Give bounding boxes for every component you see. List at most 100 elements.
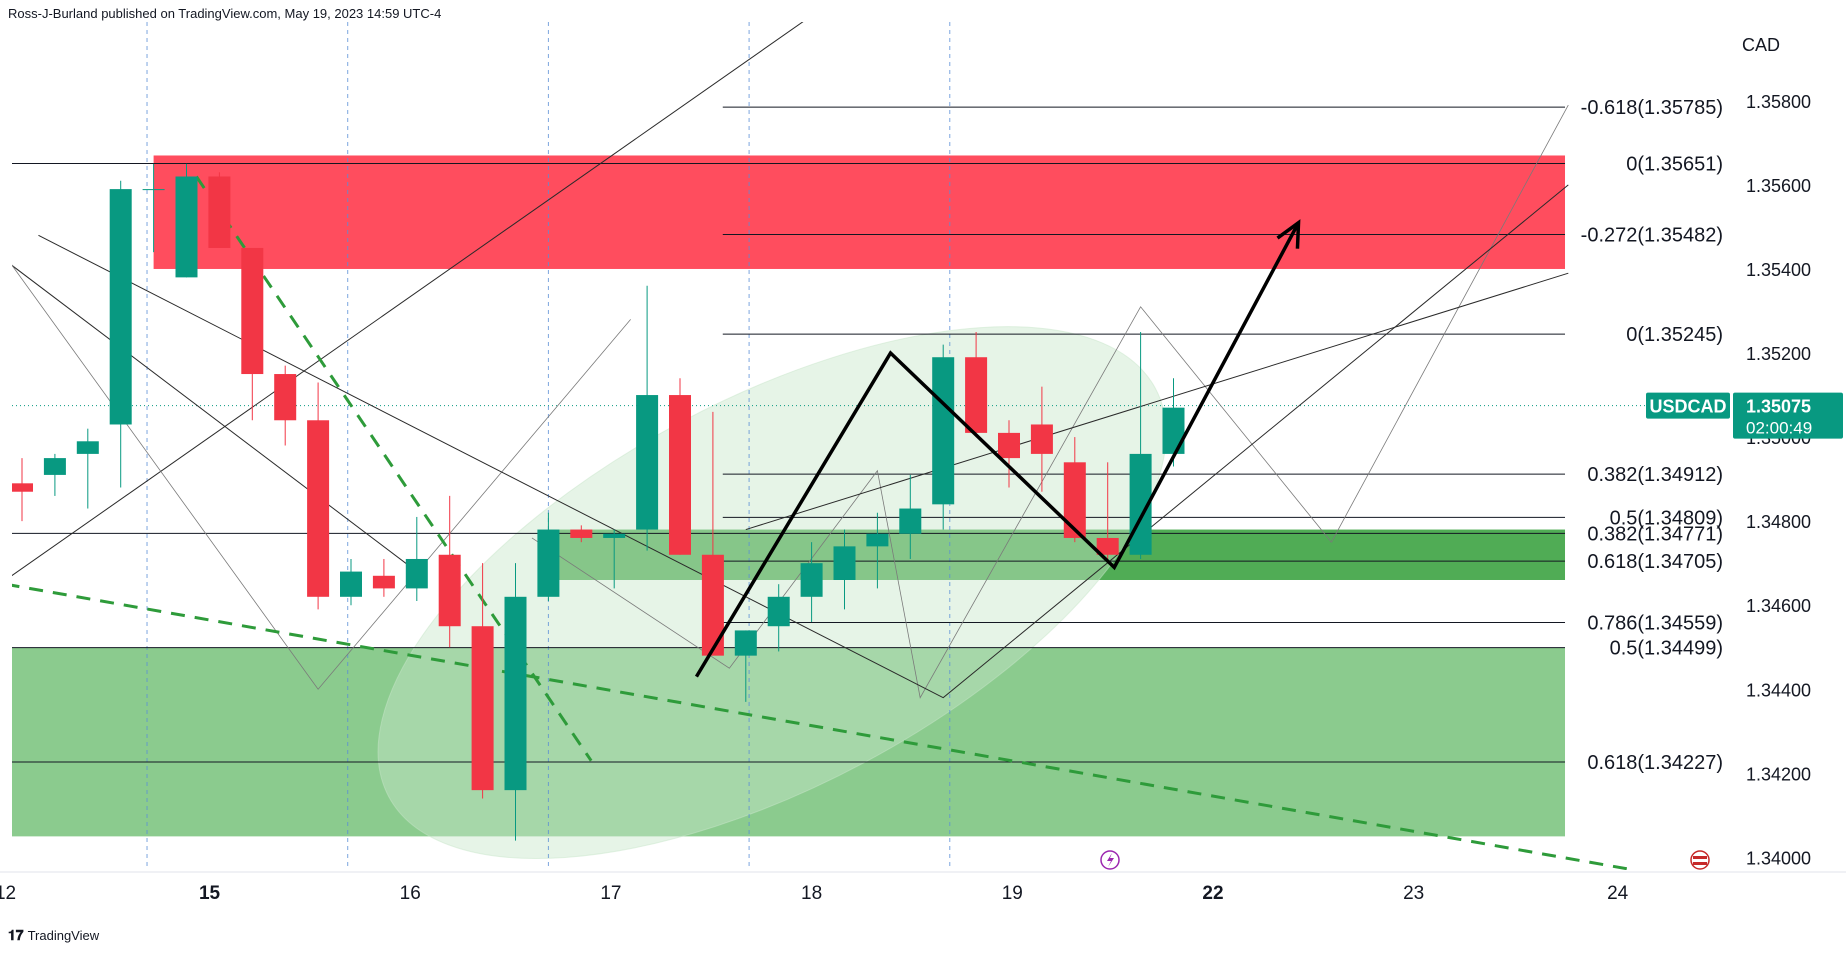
candle[interactable] (701, 411, 724, 656)
candle[interactable] (307, 382, 330, 610)
us-flag-icon[interactable] (1690, 850, 1710, 870)
candle-body (866, 533, 889, 547)
candle-body (965, 357, 988, 433)
candle-body (307, 420, 330, 597)
candle[interactable] (1063, 437, 1086, 543)
candle-body (1096, 537, 1119, 555)
price-tick-label: 1.35800 (1746, 92, 1811, 112)
tradingview-brand-label: TradingView (27, 928, 100, 943)
candle[interactable] (537, 512, 560, 602)
candle[interactable] (405, 516, 428, 602)
candle[interactable] (899, 474, 922, 559)
candle[interactable] (767, 584, 790, 652)
trend-line-5[interactable] (745, 272, 1569, 531)
price-tick-label: 1.34200 (1746, 764, 1811, 784)
candle[interactable] (504, 563, 527, 841)
candle-body (175, 176, 198, 278)
fib-label: 0.382(1.34912) (1587, 464, 1723, 486)
candle[interactable] (636, 285, 659, 551)
trend-line-0[interactable] (6, 261, 418, 572)
tradingview-logo-icon: 𝟏𝟕 (8, 927, 24, 943)
candle[interactable] (76, 428, 99, 509)
candle[interactable] (471, 563, 494, 799)
candle[interactable] (866, 512, 889, 589)
candle[interactable] (669, 378, 691, 555)
arrow-layer (694, 219, 1301, 678)
candle-body (833, 546, 856, 580)
candle[interactable] (175, 163, 198, 278)
lightning-bolt-icon (1107, 853, 1114, 867)
trend-line-1[interactable] (6, 4, 829, 580)
dashed-trend-line-1[interactable] (6, 583, 1635, 870)
candle[interactable] (932, 344, 955, 530)
candle[interactable] (340, 558, 362, 606)
zone-resistance[interactable] (153, 155, 1566, 269)
price-tick-label: 1.35400 (1746, 260, 1811, 280)
time-tick-label: 18 (801, 883, 822, 904)
fib-label: 0(1.35245) (1626, 324, 1723, 346)
candle[interactable] (1096, 462, 1119, 559)
candle[interactable] (965, 332, 988, 438)
candle[interactable] (603, 529, 626, 589)
candle-body (471, 626, 494, 791)
candle[interactable] (109, 180, 132, 488)
time-tick-label: 15 (199, 883, 221, 904)
fib-label: 0.786(1.34559) (1587, 612, 1723, 634)
candle[interactable] (43, 453, 66, 496)
symbol-tag-label: USDCAD (1649, 397, 1726, 417)
time-tick-label: 19 (1002, 883, 1023, 904)
fib-label: 0.618(1.34227) (1587, 752, 1723, 774)
candle[interactable] (372, 558, 395, 597)
candle[interactable] (998, 420, 1020, 488)
candle[interactable] (142, 163, 165, 253)
symbol-tag[interactable] (1646, 392, 1730, 419)
last-price-tag[interactable] (1733, 392, 1843, 439)
candle[interactable] (1162, 378, 1185, 467)
candle[interactable] (274, 365, 297, 446)
fib-label: 0(1.35651) (1626, 153, 1723, 175)
candle-body (800, 563, 823, 597)
candle[interactable] (833, 529, 856, 610)
candle-body (241, 247, 264, 375)
price-axis-bg (1732, 0, 1846, 951)
us-flag-stripe-icon (1693, 856, 1707, 859)
candle-body (372, 575, 395, 589)
trend-line-4[interactable] (38, 184, 1569, 699)
candle-body (1063, 462, 1086, 538)
time-tick-label: 17 (600, 883, 621, 904)
time-tick-label: 24 (1607, 883, 1629, 904)
fib-label: 0.382(1.34771) (1587, 523, 1723, 545)
zones-layer (6, 155, 1566, 837)
currency-label: CAD (1742, 35, 1780, 55)
trend-line-3[interactable] (531, 104, 1569, 699)
price-axis: -0.618(1.35785) 0(1.35651) -0.272(1.35482)… (1581, 0, 1846, 951)
candle-body (405, 558, 428, 589)
lightning-event-icon[interactable] (1100, 850, 1120, 870)
tradingview-brand[interactable]: 𝟏𝟕 TradingView (8, 927, 99, 944)
fib-label: 0.618(1.34705) (1587, 551, 1723, 573)
candle[interactable] (570, 525, 593, 543)
zone-support-light[interactable] (6, 647, 1566, 837)
candle-body (636, 395, 659, 530)
price-tick-label: 1.35600 (1746, 176, 1811, 196)
candle-body (208, 176, 231, 248)
us-flag-stripe-icon (1693, 862, 1707, 865)
candle[interactable] (208, 172, 231, 248)
candle-body (537, 529, 560, 597)
candle[interactable] (438, 495, 461, 648)
candle-body (142, 189, 165, 191)
candle[interactable] (241, 247, 264, 421)
candle[interactable] (11, 458, 33, 522)
fib-label: -0.618(1.35785) (1581, 97, 1723, 119)
candle[interactable] (800, 542, 823, 623)
price-tick-label: 1.34000 (1746, 848, 1811, 868)
candle[interactable] (1030, 386, 1053, 492)
time-tick-label: 12 (0, 883, 16, 904)
price-tick-label: 1.35200 (1746, 344, 1811, 364)
candle[interactable] (734, 630, 757, 702)
projection-arrow-path[interactable] (694, 221, 1301, 678)
candle-body (603, 533, 626, 538)
countdown-label: 02:00:49 (1746, 419, 1812, 438)
